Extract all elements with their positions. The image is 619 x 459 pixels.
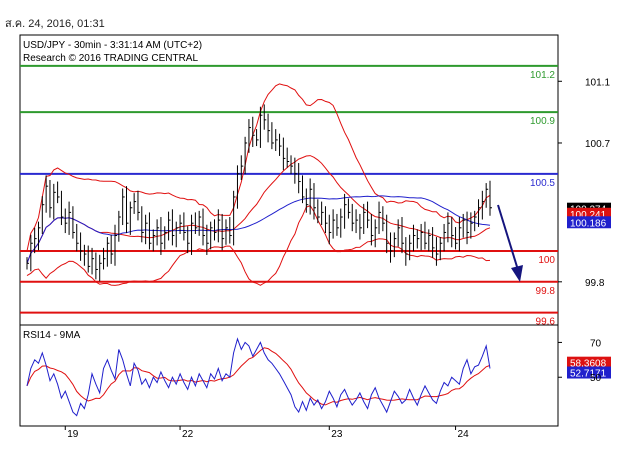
y-tick-label: 101.1	[585, 77, 610, 88]
x-tick-label: 19	[67, 429, 79, 440]
rsi-ma-line	[26, 347, 491, 406]
rsi-plot-area	[19, 324, 559, 427]
chart-title: USD/JPY - 30min - 3:31:14 AM (UTC+2)	[23, 40, 202, 51]
rsi-tag-box	[567, 366, 611, 379]
x-tick-label: 24	[458, 429, 470, 440]
level-label: 100.5	[530, 178, 555, 189]
rsi-line	[26, 337, 491, 417]
main-plot-area	[19, 34, 559, 326]
level-label: 99.6	[536, 317, 556, 328]
middle-band-line	[26, 155, 491, 264]
x-tick-label: 23	[331, 429, 343, 440]
moving-average-line	[26, 195, 491, 264]
lower-band-line	[26, 204, 491, 286]
level-label: 99.8	[536, 286, 556, 297]
rsi-tag-label: 58.3608	[570, 359, 607, 370]
levels-layer: 101.2 100.9 100.5 100 99.8 99.6	[20, 64, 558, 328]
price-tag-label: 100.241	[570, 210, 607, 221]
x-tick-label: 22	[182, 429, 194, 440]
y-tick-label: 99.8	[585, 278, 605, 289]
rsi-y-tick-label: 70	[590, 338, 602, 349]
rsi-y-tick-label: 50	[590, 373, 602, 384]
rsi-layer	[26, 337, 491, 417]
upper-band-line	[26, 83, 491, 252]
level-label: 100	[538, 255, 555, 266]
price-tag-label: 100.186	[570, 218, 607, 229]
bands-layer	[26, 83, 491, 286]
timestamp: ส.ค. 24, 2016, 01:31	[5, 18, 105, 30]
level-label: 100.9	[530, 116, 555, 127]
rsi-tag-box	[567, 356, 611, 369]
candles-layer	[26, 104, 492, 282]
rsi-label: RSI14 - 9MA	[23, 330, 81, 341]
y-tick-label: 100.7	[585, 139, 610, 150]
price-tag-box	[567, 216, 611, 229]
forecast-arrow	[497, 204, 523, 282]
rsi-tag-label: 52.7171	[570, 369, 607, 380]
level-label: 101.2	[530, 70, 555, 81]
ticks-layer: 101.1 100.7 99.8 70 50 19 22 23 24	[64, 77, 610, 440]
chart-subtitle: Research © 2016 TRADING CENTRAL	[23, 53, 198, 64]
